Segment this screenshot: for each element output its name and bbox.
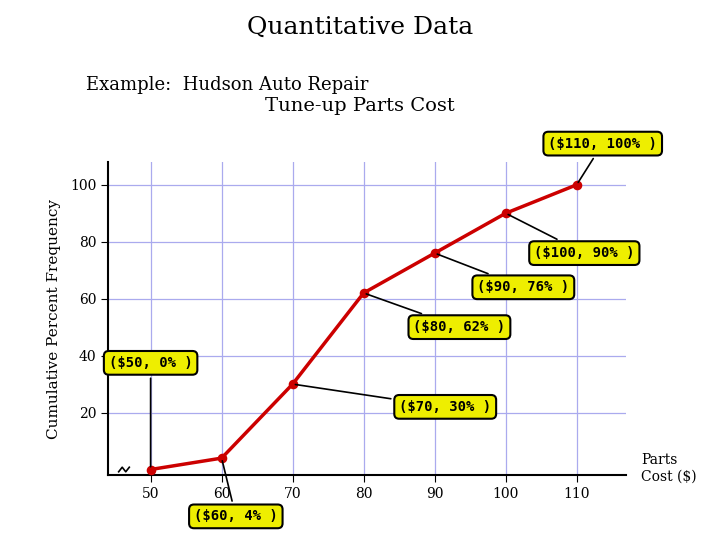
Point: [216, 454, 228, 462]
Text: ($60, 4% ): ($60, 4% ): [194, 461, 278, 523]
Text: ($70, 30% ): ($70, 30% ): [295, 384, 491, 414]
Point: [358, 289, 369, 298]
Text: ($80, 62% ): ($80, 62% ): [366, 294, 505, 334]
Text: ($110, 100% ): ($110, 100% ): [549, 137, 657, 183]
Point: [500, 209, 511, 218]
Text: Cost ($): Cost ($): [641, 469, 696, 483]
Point: [571, 180, 582, 189]
Text: Quantitative Data: Quantitative Data: [247, 16, 473, 39]
Text: ($100, 90% ): ($100, 90% ): [508, 214, 634, 260]
Text: ($90, 76% ): ($90, 76% ): [437, 254, 570, 294]
Text: Example:  Hudson Auto Repair: Example: Hudson Auto Repair: [86, 76, 369, 93]
Y-axis label: Cumulative Percent Frequency: Cumulative Percent Frequency: [48, 199, 61, 438]
Text: Tune-up Parts Cost: Tune-up Parts Cost: [265, 97, 455, 115]
Text: ($50, 0% ): ($50, 0% ): [109, 356, 192, 467]
Point: [429, 249, 441, 258]
Point: [287, 380, 298, 388]
Text: Parts: Parts: [641, 453, 678, 467]
Point: [145, 465, 156, 474]
